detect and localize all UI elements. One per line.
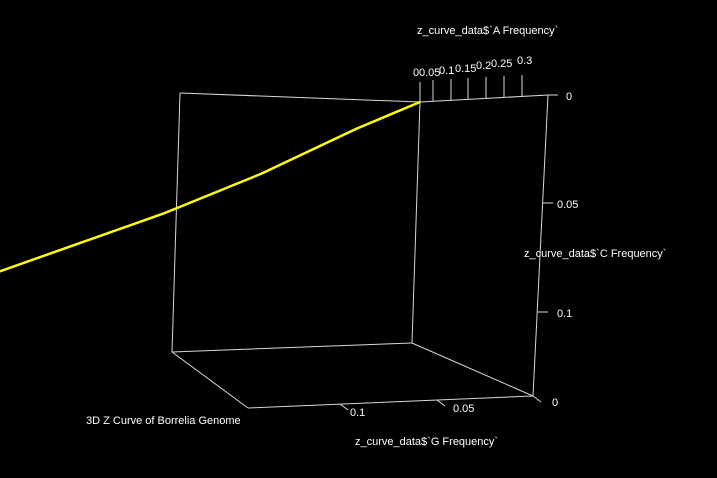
x-tick-label: 0	[552, 397, 558, 409]
z-tick-label: 0	[566, 91, 572, 103]
box-edge	[532, 94, 549, 397]
x-axis-label: z_curve_data$`G Frequency`	[355, 436, 498, 448]
plot-box	[171, 92, 549, 409]
y-tick-label: 0.15	[455, 63, 476, 75]
y-axis-label: z_curve_data$`A Frequency`	[417, 25, 558, 37]
series-line	[0, 100, 421, 273]
x-tick-mark	[532, 395, 542, 403]
box-edge	[179, 92, 421, 103]
series-layer	[0, 100, 421, 273]
y-tick-label: 0.3	[517, 55, 532, 67]
box-edge	[411, 101, 421, 344]
x-tick-label: 0.05	[453, 403, 474, 415]
y-axis-ticks: 0 0.05 0.1 0.15 0.2 0.25 0.3	[413, 55, 532, 102]
box-edge	[247, 395, 534, 409]
y-tick-label: 0.25	[491, 58, 512, 70]
y-tick-label: 0.05	[419, 67, 440, 79]
x-tick-label: 0.1	[350, 407, 365, 419]
box-edge	[419, 94, 549, 103]
z-tick-label: 0.1	[557, 308, 572, 320]
chart-title: 3D Z Curve of Borrelia Genome	[86, 415, 241, 427]
box-edge	[171, 92, 181, 353]
box-edge	[171, 351, 249, 409]
z-axis-ticks: 0 0.05 0.1	[538, 91, 578, 320]
z-tick-label: 0.05	[557, 199, 578, 211]
box-edge	[411, 342, 534, 397]
box-edge	[171, 342, 413, 353]
z-axis-label: z_curve_data$`C Frequency`	[524, 248, 666, 260]
y-tick-label: 0	[413, 67, 419, 79]
x-tick-mark	[436, 399, 446, 407]
y-tick-label: 0.2	[476, 60, 491, 72]
x-axis-ticks: 0 0.05 0.1	[339, 395, 558, 419]
x-tick-mark	[339, 403, 349, 411]
y-tick-label: 0.1	[439, 65, 454, 77]
